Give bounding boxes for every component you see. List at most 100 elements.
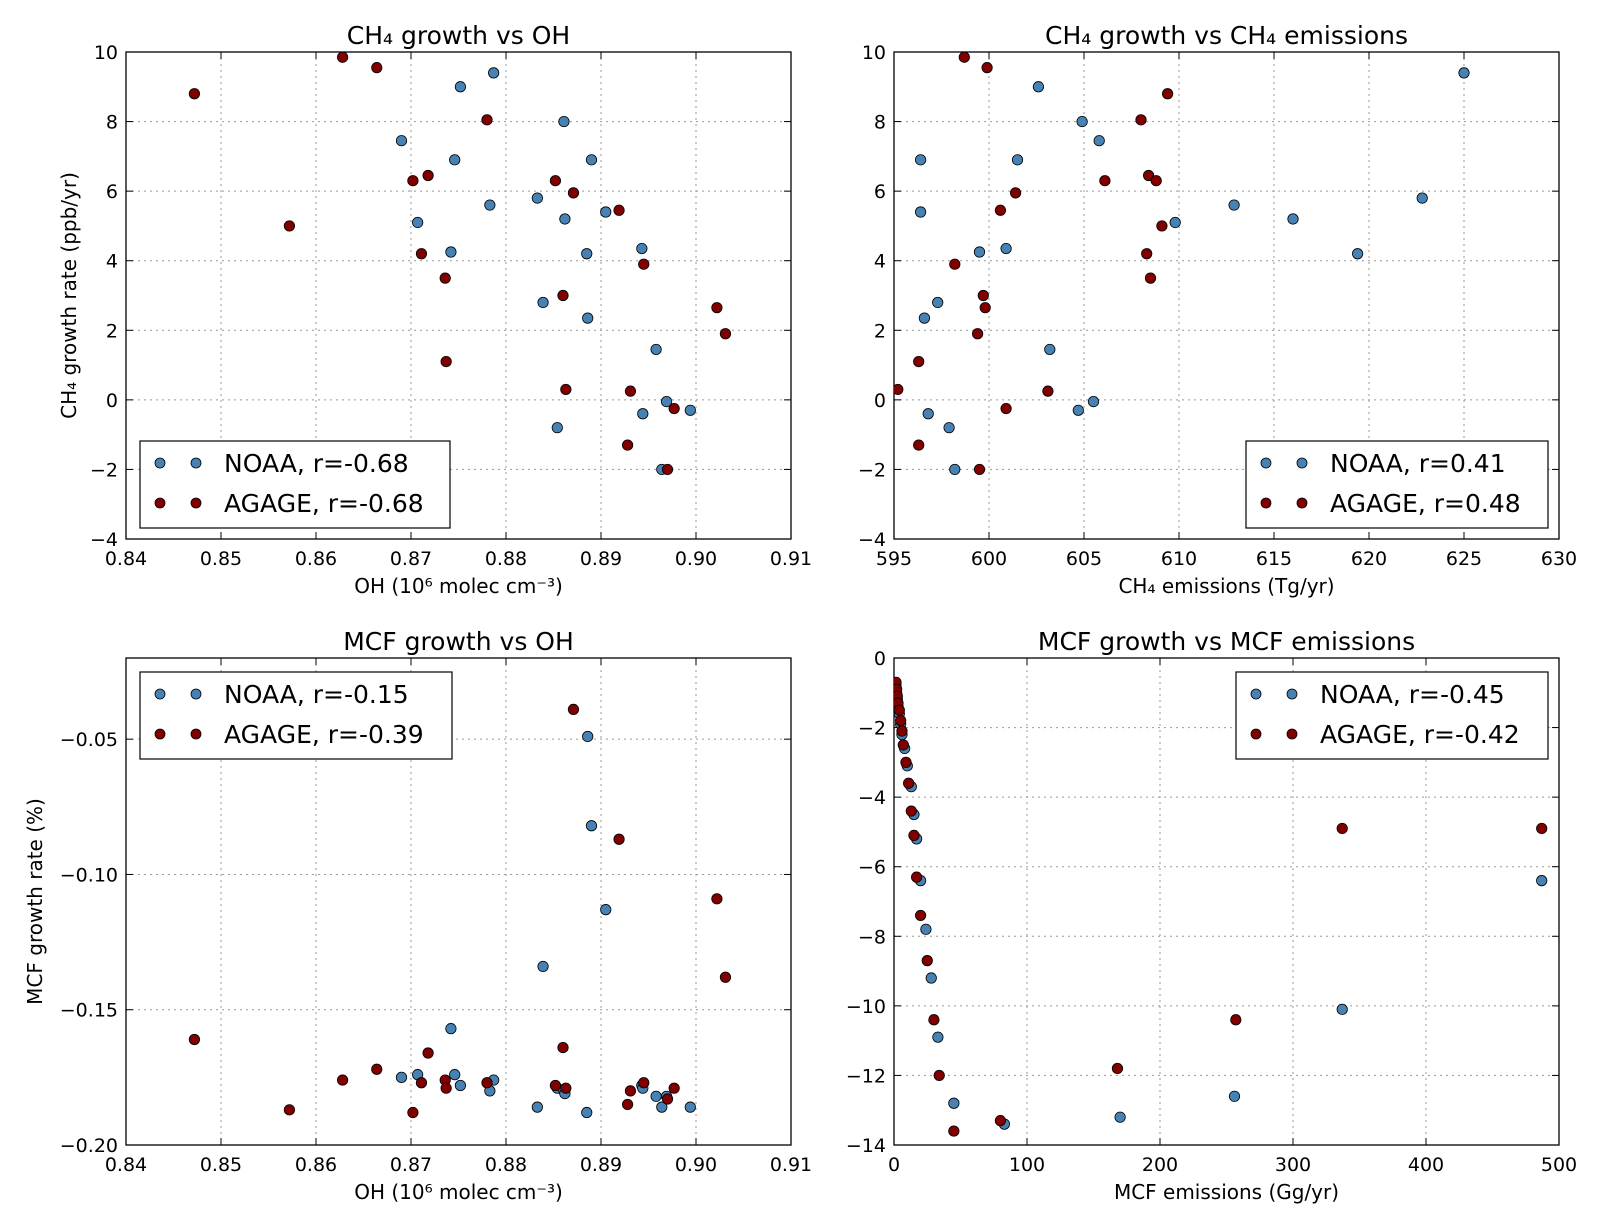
x-tick-label: 0.86 bbox=[295, 548, 337, 570]
legend-label: NOAA, r=0.41 bbox=[1330, 449, 1506, 478]
noaa-point bbox=[660, 395, 673, 408]
noaa-point bbox=[1352, 248, 1364, 260]
agage-point bbox=[895, 715, 907, 727]
legend-marker bbox=[1260, 457, 1272, 469]
agage-point bbox=[283, 220, 295, 232]
noaa-point bbox=[914, 154, 927, 166]
x-tick-label: 620 bbox=[1351, 548, 1387, 570]
agage-point bbox=[949, 258, 961, 270]
agage-point bbox=[188, 88, 200, 100]
x-tick-label: 0.89 bbox=[580, 1154, 622, 1176]
noaa-point bbox=[454, 81, 466, 93]
noaa-point bbox=[449, 1069, 461, 1081]
plot-frame bbox=[125, 51, 792, 540]
agage-point bbox=[668, 402, 680, 415]
legend-marker bbox=[1286, 688, 1298, 700]
agage-point bbox=[407, 1106, 419, 1119]
noaa-point bbox=[600, 904, 612, 916]
y-tick-label: 0 bbox=[874, 648, 886, 670]
y-tick-label: −4 bbox=[858, 787, 886, 809]
agage-point bbox=[613, 833, 625, 845]
agage-point bbox=[613, 204, 625, 216]
y-tick-label: 0 bbox=[874, 390, 886, 412]
legend-marker bbox=[1286, 728, 1298, 740]
y-tick-label: −14 bbox=[846, 1135, 886, 1157]
agage-point bbox=[439, 272, 451, 284]
y-tick-label: 6 bbox=[874, 181, 886, 203]
agage-point bbox=[994, 1115, 1007, 1127]
agage-point bbox=[1000, 402, 1012, 415]
noaa-point bbox=[932, 1031, 944, 1043]
agage-point bbox=[557, 289, 569, 302]
noaa-point bbox=[656, 1101, 668, 1113]
agage-point bbox=[624, 385, 637, 397]
plot-frame bbox=[893, 657, 1560, 1146]
chart-title: CH₄ growth vs OH bbox=[347, 21, 570, 50]
agage-point bbox=[371, 1063, 383, 1075]
agage-point bbox=[903, 777, 915, 789]
agage-point bbox=[1536, 822, 1548, 835]
noaa-point bbox=[920, 923, 932, 935]
noaa-point bbox=[650, 1090, 662, 1102]
x-tick-label: 200 bbox=[1142, 1154, 1178, 1176]
legend-marker bbox=[190, 497, 202, 509]
noaa-point bbox=[445, 1023, 457, 1035]
noaa-point bbox=[1011, 154, 1024, 166]
y-tick-label: −0.10 bbox=[60, 864, 118, 886]
agage-point bbox=[913, 355, 925, 368]
agage-point bbox=[1042, 385, 1054, 397]
noaa-point bbox=[531, 1101, 543, 1113]
x-tick-label: 100 bbox=[1009, 1154, 1045, 1176]
noaa-point bbox=[445, 246, 457, 258]
noaa-point bbox=[637, 408, 649, 420]
noaa-point bbox=[585, 154, 598, 166]
x-tick-label: 610 bbox=[1161, 548, 1197, 570]
y-tick-label: −0.05 bbox=[60, 729, 118, 751]
x-tick-label: 0.91 bbox=[770, 548, 812, 570]
legend: NOAA, r=-0.45 AGAGE, r=-0.42 bbox=[1235, 671, 1549, 760]
y-tick-label: −0.15 bbox=[60, 1000, 118, 1022]
agage-point bbox=[921, 955, 933, 967]
noaa-point bbox=[454, 1079, 466, 1092]
chart-title: MCF growth vs MCF emissions bbox=[1038, 627, 1415, 656]
x-tick-label: 0.85 bbox=[200, 1154, 242, 1176]
x-tick-label: 0.90 bbox=[675, 548, 717, 570]
noaa-point bbox=[1336, 1003, 1348, 1015]
noaa-point bbox=[488, 67, 500, 79]
x-tick-label: 625 bbox=[1446, 548, 1482, 570]
y-tick-label: −0.20 bbox=[60, 1135, 118, 1157]
x-tick-label: 630 bbox=[1541, 548, 1577, 570]
chart-title: MCF growth vs OH bbox=[343, 627, 574, 656]
y-tick-label: 10 bbox=[94, 42, 118, 64]
x-axis-label: OH (10⁶ molec cm⁻³) bbox=[354, 1180, 563, 1204]
y-tick-label: 10 bbox=[862, 42, 886, 64]
agage-point bbox=[638, 1077, 650, 1089]
legend-marker bbox=[154, 497, 166, 509]
agage-point bbox=[1230, 1014, 1242, 1026]
noaa-point bbox=[1093, 135, 1105, 147]
agage-point bbox=[567, 187, 580, 199]
noaa-point bbox=[484, 199, 496, 211]
panel-2: 595 600 605 610 615 620 625 630 −4 −2 0 2 4 6 8 10 CH₄ g… bbox=[858, 21, 1577, 598]
y-tick-label: −4 bbox=[90, 529, 118, 551]
legend-label: AGAGE, r=0.48 bbox=[1330, 489, 1521, 518]
y-tick-label: −2 bbox=[90, 459, 118, 481]
noaa-point bbox=[684, 1101, 696, 1113]
agage-point bbox=[557, 1042, 569, 1054]
agage-point bbox=[981, 62, 993, 74]
x-tick-label: 0.91 bbox=[770, 1154, 812, 1176]
noaa-point bbox=[949, 463, 961, 476]
noaa-point bbox=[1228, 199, 1240, 211]
x-tick-label: 0.84 bbox=[105, 1154, 147, 1176]
agage-point bbox=[1144, 272, 1157, 284]
noaa-point bbox=[449, 154, 461, 166]
x-tick-label: 0.88 bbox=[485, 1154, 527, 1176]
legend-label: AGAGE, r=-0.39 bbox=[224, 720, 424, 749]
agage-point bbox=[928, 1014, 940, 1026]
agage-point bbox=[440, 1082, 452, 1094]
noaa-point bbox=[1072, 404, 1084, 416]
noaa-point bbox=[558, 115, 570, 128]
x-tick-label: 500 bbox=[1541, 1154, 1577, 1176]
x-tick-label: 0.88 bbox=[485, 548, 527, 570]
agage-point bbox=[567, 703, 580, 716]
